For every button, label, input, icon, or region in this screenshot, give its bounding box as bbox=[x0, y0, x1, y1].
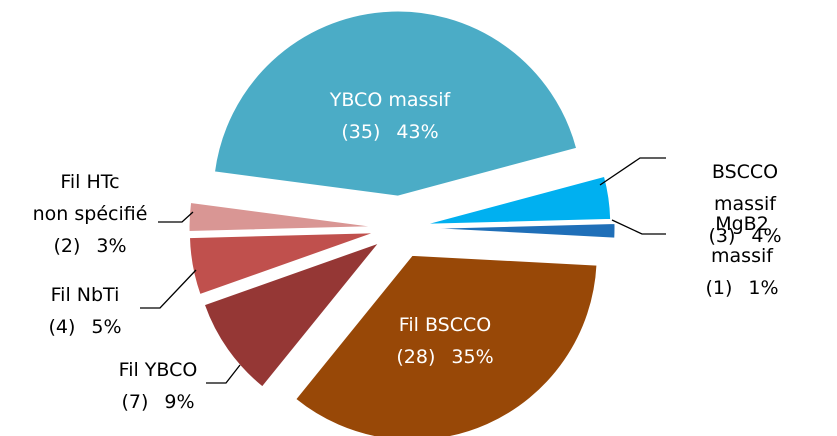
slice-label: Fil BSCCO (28) 35% bbox=[396, 309, 493, 373]
slice-label: Fil YBCO (7) 9% bbox=[119, 354, 198, 418]
category-label: Fil HTc non spécifié bbox=[32, 171, 148, 225]
percent-label: 35% bbox=[451, 346, 494, 368]
value-label: (28) bbox=[396, 346, 436, 368]
pie-slice bbox=[203, 241, 381, 388]
leader-line bbox=[158, 211, 194, 223]
leader-line bbox=[140, 269, 197, 309]
slice-label: Fil NbTi (4) 5% bbox=[48, 279, 121, 343]
value-label: (7) bbox=[121, 391, 149, 413]
percent-label: 4% bbox=[751, 225, 782, 247]
percent-label: 5% bbox=[91, 316, 122, 338]
slice-label: Fil HTc non spécifié (2) 3% bbox=[33, 166, 148, 262]
value-label: (3) bbox=[708, 225, 736, 247]
percent-label: 3% bbox=[96, 235, 127, 257]
category-label: Fil YBCO bbox=[118, 359, 198, 381]
pie-slice bbox=[188, 232, 375, 296]
pie-slice bbox=[295, 254, 598, 436]
pie-slice bbox=[429, 223, 616, 239]
pie-slice bbox=[213, 10, 578, 197]
leader-line bbox=[611, 219, 666, 235]
category-label: Fil BSCCO bbox=[398, 314, 492, 336]
category-label: Fil NbTi bbox=[50, 284, 120, 306]
percent-label: 43% bbox=[396, 121, 439, 143]
percent-label: 1% bbox=[748, 277, 779, 299]
category-label: BSCCO massif bbox=[711, 161, 779, 215]
pie-slice bbox=[188, 201, 375, 232]
percent-label: 9% bbox=[164, 391, 195, 413]
leader-line bbox=[599, 157, 666, 186]
leader-line bbox=[206, 364, 241, 384]
category-label: MgB2 massif bbox=[711, 213, 773, 267]
slice-label: BSCCO massif (3) 4% bbox=[699, 156, 791, 252]
value-label: (4) bbox=[48, 316, 76, 338]
value-label: (2) bbox=[53, 235, 81, 257]
value-label: (1) bbox=[705, 277, 733, 299]
pie-slice bbox=[425, 175, 612, 225]
slice-label: YBCO massif (35) 43% bbox=[330, 84, 451, 148]
value-label: (35) bbox=[341, 121, 381, 143]
slice-label: MgB2 massif (1) 1% bbox=[695, 208, 790, 304]
category-label: YBCO massif bbox=[329, 89, 451, 111]
